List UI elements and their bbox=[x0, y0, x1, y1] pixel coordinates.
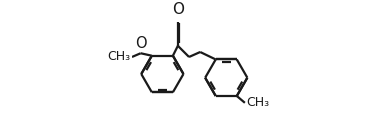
Text: CH₃: CH₃ bbox=[107, 50, 131, 63]
Text: O: O bbox=[173, 2, 184, 17]
Text: O: O bbox=[135, 36, 146, 51]
Text: CH₃: CH₃ bbox=[246, 96, 269, 109]
